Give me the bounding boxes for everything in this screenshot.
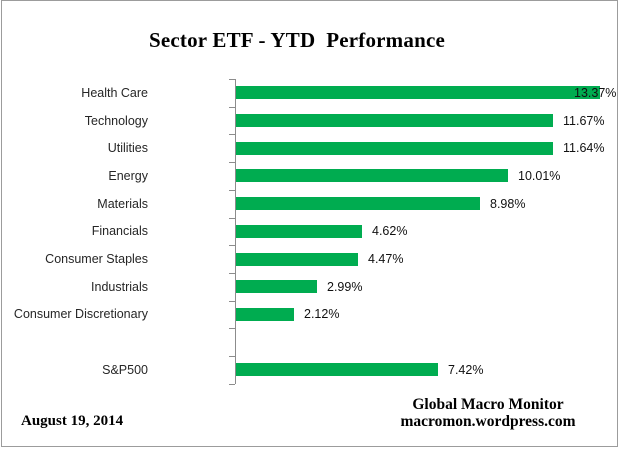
footer-brand: Global Macro Monitor macromon.wordpress.…	[398, 396, 578, 430]
chart-title: Sector ETF - YTD Performance	[148, 28, 446, 52]
axis-tick	[229, 301, 235, 302]
footer-brand-name: Global Macro Monitor	[412, 396, 564, 413]
axis-tick	[229, 245, 235, 246]
value-label-materials: 8.98%	[490, 197, 526, 211]
value-axis-line	[235, 79, 236, 384]
value-label-energy: 10.01%	[518, 169, 561, 183]
value-label-consumer-discretionary: 2.12%	[304, 307, 340, 321]
value-label-industrials: 2.99%	[327, 280, 363, 294]
value-label-consumer-staples: 4.47%	[368, 252, 404, 266]
footer-brand-url: macromon.wordpress.com	[400, 413, 576, 430]
axis-tick	[229, 384, 235, 385]
category-label-health-care: Health Care	[81, 86, 148, 100]
value-label-s-p500: 7.42%	[448, 363, 484, 377]
axis-tick	[229, 79, 235, 80]
category-label-technology: Technology	[84, 114, 148, 128]
category-label-consumer-discretionary: Consumer Discretionary	[13, 307, 148, 321]
bar-industrials	[236, 280, 317, 293]
bar-s-p500	[236, 363, 438, 376]
category-label-s-p500: S&P500	[102, 363, 148, 377]
bar-financials	[236, 225, 362, 238]
bar-utilities	[236, 142, 553, 155]
axis-tick	[229, 356, 235, 357]
bar-consumer-discretionary	[236, 308, 294, 321]
footer-date: August 19, 2014	[21, 413, 124, 429]
axis-tick	[229, 190, 235, 191]
value-label-health-care: 13.37%	[574, 86, 617, 100]
axis-tick	[229, 273, 235, 274]
category-label-industrials: Industrials	[91, 280, 148, 294]
axis-tick	[229, 134, 235, 135]
value-label-utilities: 11.64%	[563, 141, 605, 155]
bar-energy	[236, 169, 508, 182]
chart-frame: Sector ETF - YTD Performance Health Care…	[1, 0, 618, 447]
category-label-utilities: Utilities	[107, 141, 148, 155]
category-label-energy: Energy	[108, 169, 148, 183]
axis-tick	[229, 218, 235, 219]
axis-tick	[229, 328, 235, 329]
value-label-technology: 11.67%	[563, 114, 605, 128]
bar-consumer-staples	[236, 253, 358, 266]
axis-tick	[229, 107, 235, 108]
axis-tick	[229, 162, 235, 163]
bar-materials	[236, 197, 480, 210]
value-label-financials: 4.62%	[372, 224, 408, 238]
category-label-financials: Financials	[91, 224, 148, 238]
bar-health-care	[236, 86, 600, 99]
bar-technology	[236, 114, 553, 127]
category-label-materials: Materials	[97, 197, 148, 211]
category-label-consumer-staples: Consumer Staples	[45, 252, 148, 266]
